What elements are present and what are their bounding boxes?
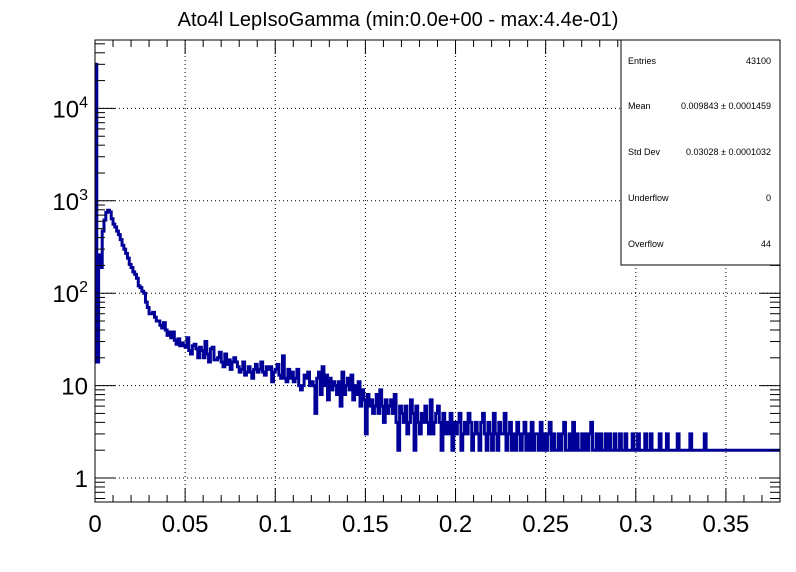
y-tick-label: 102 — [52, 279, 88, 308]
stats-overflow-value: 44 — [761, 239, 771, 249]
x-tick-label: 0.3 — [619, 511, 652, 538]
stats-mean-value: 0.009843 ± 0.0001459 — [681, 101, 771, 111]
stats-entries-value: 43100 — [746, 56, 771, 66]
histogram-line — [95, 62, 780, 452]
stats-entries-label: Entries — [628, 56, 657, 66]
x-tick-label: 0.15 — [342, 511, 389, 538]
y-tick-label: 104 — [52, 94, 88, 123]
y-tick-label: 103 — [52, 187, 88, 216]
stats-stddev-value: 0.03028 ± 0.0001032 — [686, 147, 771, 157]
chart-title: Ato4l LepIsoGamma (min:0.0e+00 - max:4.4… — [178, 9, 619, 31]
x-tick-label: 0.2 — [439, 511, 472, 538]
x-tick-label: 0 — [88, 511, 101, 538]
stats-mean-label: Mean — [628, 101, 651, 111]
stats-stddev-label: Std Dev — [628, 147, 661, 157]
x-tick-label: 0.25 — [522, 511, 569, 538]
stats-overflow-label: Overflow — [628, 239, 664, 249]
y-tick-label: 10 — [61, 374, 88, 401]
stats-box-frame — [620, 39, 781, 266]
stats-underflow-value: 0 — [766, 193, 771, 203]
histogram-series — [95, 62, 780, 452]
x-tick-label: 0.05 — [162, 511, 209, 538]
stats-underflow-label: Underflow — [628, 193, 669, 203]
x-tick-label: 0.35 — [703, 511, 750, 538]
x-tick-label: 0.1 — [259, 511, 292, 538]
y-tick-label: 1 — [75, 466, 88, 493]
stats-box: Entries 43100 Mean 0.009843 ± 0.0001459 … — [620, 39, 781, 266]
axes-ticks: 0 0.05 0.1 0.15 0.2 0.25 0.3 0.35 1 10 102 103 104 — [52, 40, 780, 538]
